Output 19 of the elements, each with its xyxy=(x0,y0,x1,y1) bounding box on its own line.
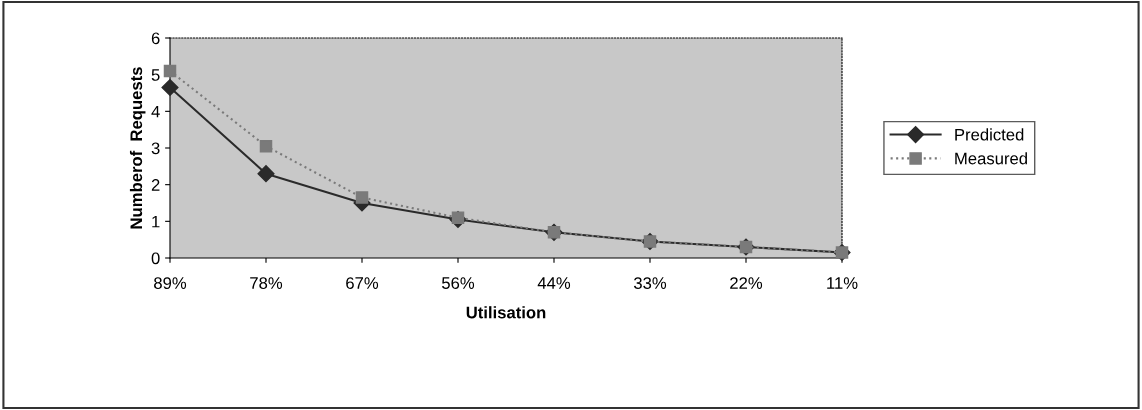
x-tick-label: 33% xyxy=(633,277,667,289)
y-tick-label: 0 xyxy=(151,252,160,265)
x-tick-label: 78% xyxy=(250,277,283,289)
y-tick-label: 3 xyxy=(151,142,160,155)
x-tick-label: 44% xyxy=(537,277,571,289)
x-tick-label: 11% xyxy=(827,277,858,289)
y-tick-label: 2 xyxy=(151,179,160,191)
x-tick-label: 22% xyxy=(730,277,763,289)
legend-label: Predicted xyxy=(955,128,1024,141)
y-tick-label: 6 xyxy=(151,32,160,45)
y-tick-label: 5 xyxy=(151,69,160,81)
x-axis-title: Utilisation xyxy=(466,306,546,319)
y-tick-label: 4 xyxy=(151,105,160,118)
legend-label: Measured xyxy=(955,152,1027,165)
y-tick-label: 1 xyxy=(152,215,160,228)
y-axis-title: Numberof Requests xyxy=(129,67,146,229)
x-tick-label: 89% xyxy=(154,277,187,289)
x-tick-label: 56% xyxy=(441,277,475,289)
x-tick-label: 67% xyxy=(346,277,379,289)
